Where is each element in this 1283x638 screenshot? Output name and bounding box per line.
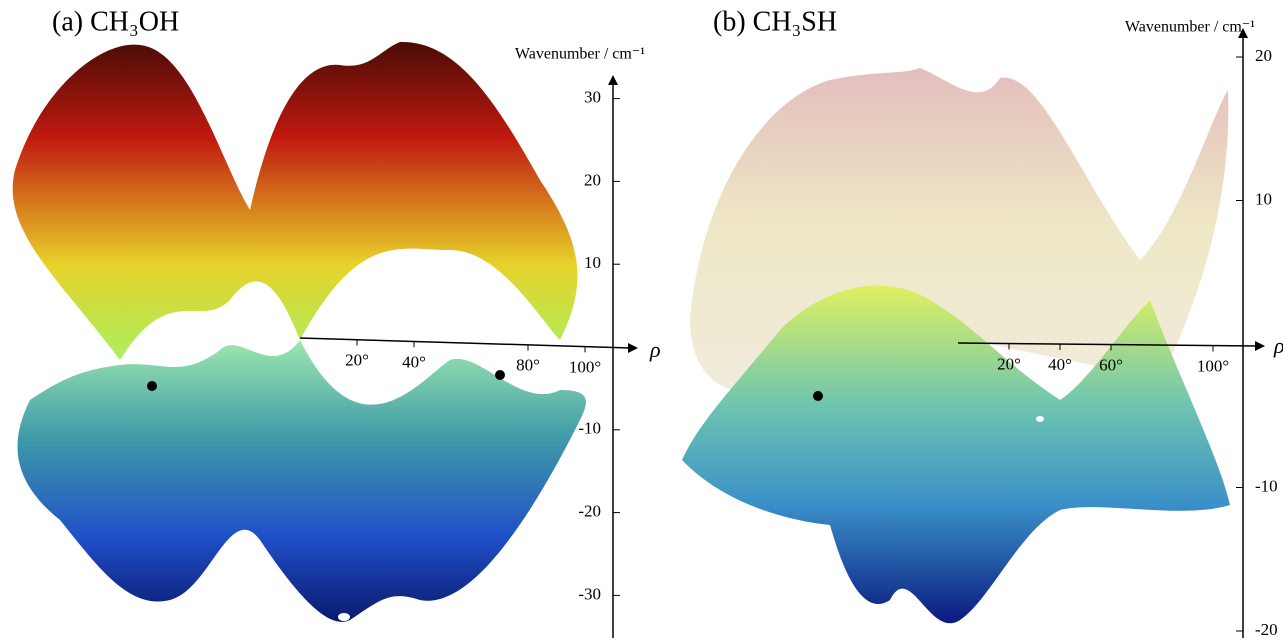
arrow xyxy=(628,343,638,353)
y-tick-label: 20 xyxy=(1255,46,1272,65)
y-tick-label: 20 xyxy=(584,170,601,189)
marker xyxy=(813,391,823,401)
x-tick-label: 20° xyxy=(997,354,1021,373)
panel-title: (b) CH₃SH xyxy=(713,6,837,37)
y-tick-label: 30 xyxy=(584,88,601,107)
x-tick-label: 40° xyxy=(1048,355,1072,374)
surface-a xyxy=(13,42,586,622)
x-tick-label: 80° xyxy=(516,356,540,375)
x-tick-label: 60° xyxy=(1099,355,1123,374)
y-axis-label: Wavenumber / cm⁻¹ xyxy=(1125,19,1255,36)
marker xyxy=(495,370,505,380)
figure: (a) CH₃OH Wavenumber / cm⁻¹ ρ 30 20 10 -10 -20 -… xyxy=(0,0,1283,638)
arrow xyxy=(1255,341,1265,351)
x-tick-label: 100° xyxy=(569,357,601,376)
x-tick-label: 20° xyxy=(345,351,369,370)
panel-title: (a) CH₃OH xyxy=(52,6,179,37)
x-tick-label: 100° xyxy=(1197,356,1229,375)
y-tick-label: -20 xyxy=(578,502,601,521)
x-axis-label: ρ xyxy=(1273,333,1283,358)
y-tick-label: 10 xyxy=(584,253,601,272)
marker xyxy=(1036,416,1044,422)
y-tick-label: -30 xyxy=(578,584,601,603)
y-tick-label: -10 xyxy=(578,419,601,438)
y-tick-label: 10 xyxy=(1255,189,1272,208)
x-axis xyxy=(300,338,630,348)
arrow xyxy=(608,75,618,85)
y-tick-label: -10 xyxy=(1255,476,1278,495)
x-axis-label: ρ xyxy=(649,337,661,362)
y-axis-label: Wavenumber / cm⁻¹ xyxy=(515,46,645,63)
y-tick-label: -20 xyxy=(1255,620,1278,638)
marker xyxy=(338,613,350,621)
x-tick-label: 40° xyxy=(402,352,426,371)
marker xyxy=(147,381,157,391)
